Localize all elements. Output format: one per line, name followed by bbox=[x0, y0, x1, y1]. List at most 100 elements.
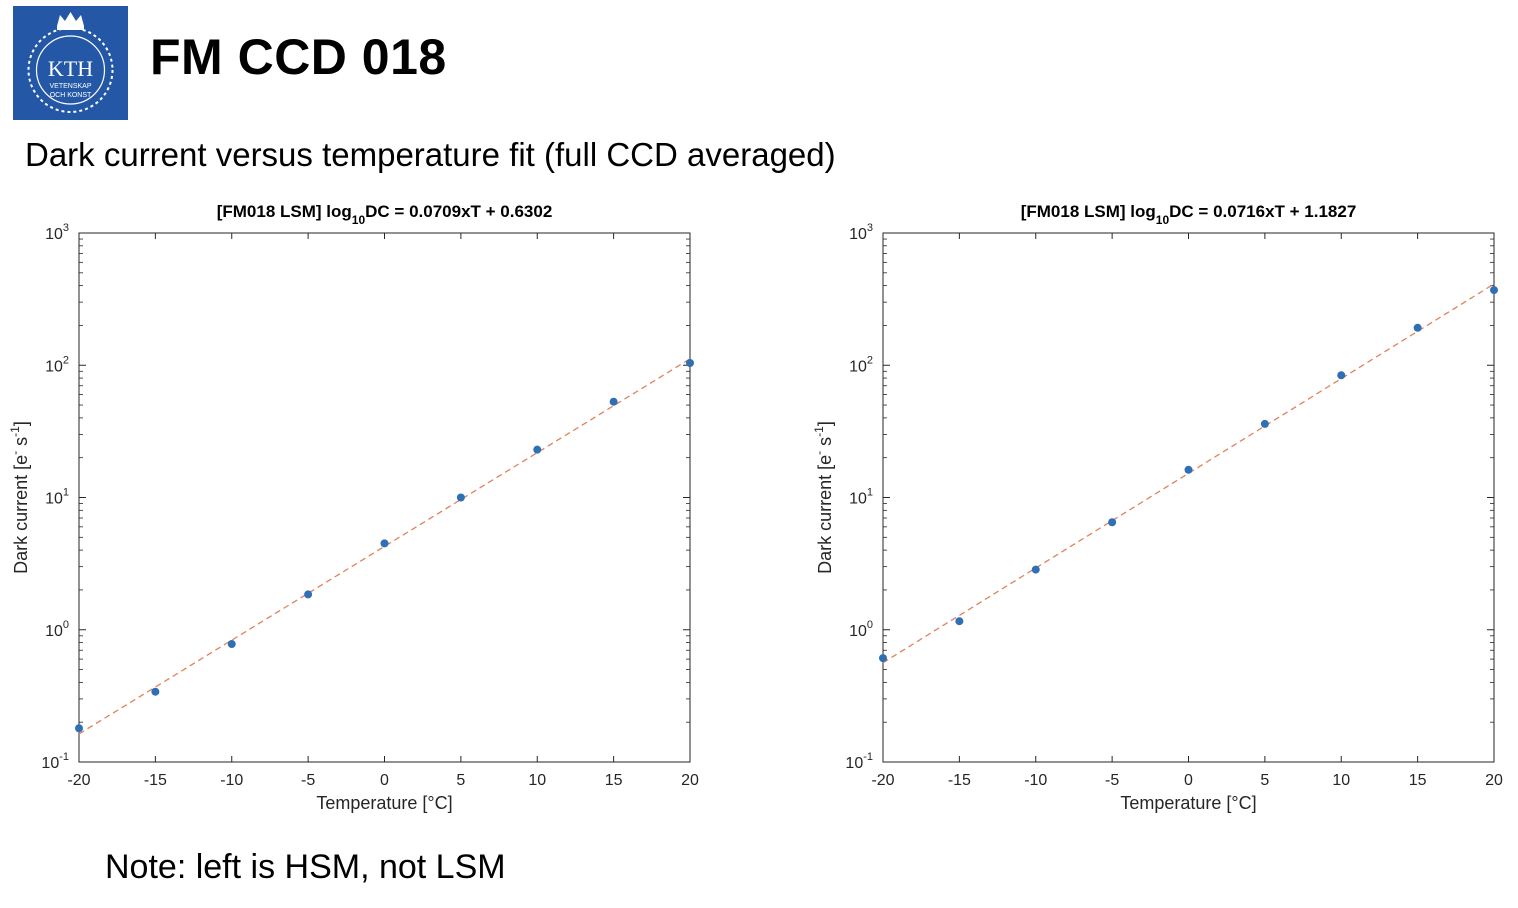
y-tick-label: 101 bbox=[849, 487, 873, 508]
chart-left: -20 -15 -10 -5 0 5 10 15 20 10-1 100 101 102 103 [FM01… bbox=[0, 195, 720, 825]
y-label-mid: s bbox=[815, 437, 835, 451]
data-point bbox=[609, 397, 618, 406]
data-point bbox=[686, 358, 694, 367]
chart-title: [FM018 LSM] log10DC = 0.0716xT + 1.1827 bbox=[1021, 202, 1357, 227]
y-tick-exp: 2 bbox=[63, 354, 69, 366]
x-tick-label: -20 bbox=[871, 772, 894, 789]
data-point bbox=[75, 724, 83, 733]
x-tick-label: -15 bbox=[948, 772, 971, 789]
y-axis-label: Dark current [e- s-1] bbox=[8, 421, 31, 574]
y-tick-base: 10 bbox=[45, 226, 63, 243]
y-tick-label: 101 bbox=[45, 487, 69, 508]
y-tick-exp: -1 bbox=[863, 751, 873, 763]
x-tick-label: 5 bbox=[456, 772, 465, 789]
y-tick-base: 10 bbox=[849, 358, 867, 375]
x-tick-label: -15 bbox=[144, 772, 167, 789]
kth-logo-line2: OCH KONST bbox=[50, 92, 92, 99]
y-label-sup1: - bbox=[812, 451, 826, 455]
y-tick-exp: 1 bbox=[63, 487, 69, 499]
data-point bbox=[151, 687, 160, 696]
data-point bbox=[1413, 323, 1422, 332]
y-label-sup1: - bbox=[8, 451, 22, 455]
y-tick-base: 10 bbox=[845, 755, 863, 772]
kth-logo-line1: VETENSKAP bbox=[49, 83, 91, 90]
data-point bbox=[380, 539, 389, 548]
y-tick-base: 10 bbox=[41, 755, 59, 772]
y-tick-base: 10 bbox=[45, 358, 63, 375]
y-tick-label: 103 bbox=[45, 222, 69, 243]
y-tick-base: 10 bbox=[45, 491, 63, 508]
y-tick-label: 100 bbox=[849, 619, 873, 640]
data-point bbox=[456, 493, 465, 502]
x-axis-label: Temperature [°C] bbox=[316, 793, 452, 813]
x-tick-label: 0 bbox=[1184, 772, 1193, 789]
chart-right-svg: -20 -15 -10 -5 0 5 10 15 2010-1100101102103[FM01… bbox=[812, 202, 1503, 813]
kth-logo: KTH VETENSKAP OCH KONST bbox=[13, 6, 128, 120]
chart-right: -20 -15 -10 -5 0 5 10 15 20 10-1 100 101 102 103 [FM01… bbox=[804, 195, 1518, 825]
chart-title-prefix: [FM018 LSM] log bbox=[217, 202, 352, 221]
y-tick-label: 103 bbox=[849, 222, 873, 243]
y-label-main: Dark current [e bbox=[815, 455, 835, 574]
y-tick-base: 10 bbox=[849, 491, 867, 508]
slide-title: FM CCD 018 bbox=[150, 29, 447, 85]
x-tick-label: -5 bbox=[1105, 772, 1119, 789]
chart-title-sub: 10 bbox=[1156, 213, 1170, 227]
x-tick-label: 10 bbox=[1332, 772, 1350, 789]
chart-title-sub: 10 bbox=[352, 213, 366, 227]
x-tick-label: 15 bbox=[1409, 772, 1427, 789]
x-tick-label: 15 bbox=[605, 772, 623, 789]
y-tick-label: 10-1 bbox=[41, 751, 69, 772]
x-tick-label: -20 bbox=[67, 772, 90, 789]
x-tick-label: -10 bbox=[220, 772, 243, 789]
data-point bbox=[227, 640, 236, 649]
data-point bbox=[1490, 286, 1498, 295]
x-tick-label: 10 bbox=[528, 772, 546, 789]
y-tick-label: 102 bbox=[849, 354, 873, 375]
slide-subtitle: Dark current versus temperature fit (ful… bbox=[25, 136, 836, 173]
chart-title-suffix: DC = 0.0709xT + 0.6302 bbox=[365, 202, 552, 221]
data-point bbox=[1337, 371, 1346, 380]
y-axis-label: Dark current [e- s-1] bbox=[812, 421, 835, 574]
y-tick-label: 10-1 bbox=[845, 751, 873, 772]
y-tick-exp: 0 bbox=[63, 619, 69, 631]
note-text: Note: left is HSM, not LSM bbox=[105, 848, 506, 886]
y-label-sup2: -1 bbox=[8, 426, 22, 437]
y-tick-exp: 1 bbox=[867, 487, 873, 499]
y-tick-exp: -1 bbox=[59, 751, 69, 763]
x-tick-label: 20 bbox=[1485, 772, 1503, 789]
x-tick-label: -10 bbox=[1024, 772, 1047, 789]
chart-title-suffix: DC = 0.0716xT + 1.1827 bbox=[1169, 202, 1356, 221]
x-tick-label: 5 bbox=[1260, 772, 1269, 789]
chart-title: [FM018 LSM] log10DC = 0.0709xT + 0.6302 bbox=[217, 202, 553, 227]
y-label-end: ] bbox=[815, 421, 835, 426]
plot-frame bbox=[78, 232, 691, 763]
x-tick-label: 20 bbox=[681, 772, 699, 789]
kth-logo-text: KTH bbox=[48, 56, 93, 81]
kth-crest-icon: KTH VETENSKAP OCH KONST bbox=[27, 12, 114, 113]
data-point bbox=[955, 617, 964, 626]
y-tick-exp: 3 bbox=[63, 222, 69, 234]
data-point bbox=[1184, 465, 1193, 474]
data-point bbox=[879, 654, 887, 663]
plot-frame bbox=[882, 232, 1495, 763]
data-point bbox=[533, 445, 542, 454]
y-tick-label: 100 bbox=[45, 619, 69, 640]
x-tick-label: 0 bbox=[380, 772, 389, 789]
y-label-sup2: -1 bbox=[812, 426, 826, 437]
chart-title-prefix: [FM018 LSM] log bbox=[1021, 202, 1156, 221]
data-point bbox=[1031, 565, 1040, 574]
y-tick-exp: 2 bbox=[867, 354, 873, 366]
y-tick-base: 10 bbox=[849, 623, 867, 640]
y-tick-exp: 0 bbox=[867, 619, 873, 631]
y-label-mid: s bbox=[11, 437, 31, 451]
x-axis-label: Temperature [°C] bbox=[1120, 793, 1256, 813]
y-tick-base: 10 bbox=[45, 623, 63, 640]
y-label-main: Dark current [e bbox=[11, 455, 31, 574]
y-tick-base: 10 bbox=[849, 226, 867, 243]
y-tick-label: 102 bbox=[45, 354, 69, 375]
chart-left-svg: -20 -15 -10 -5 0 5 10 15 2010-1100101102103[FM01… bbox=[8, 202, 699, 813]
y-label-end: ] bbox=[11, 421, 31, 426]
data-point bbox=[1260, 419, 1269, 428]
y-tick-exp: 3 bbox=[867, 222, 873, 234]
data-point bbox=[304, 590, 313, 599]
